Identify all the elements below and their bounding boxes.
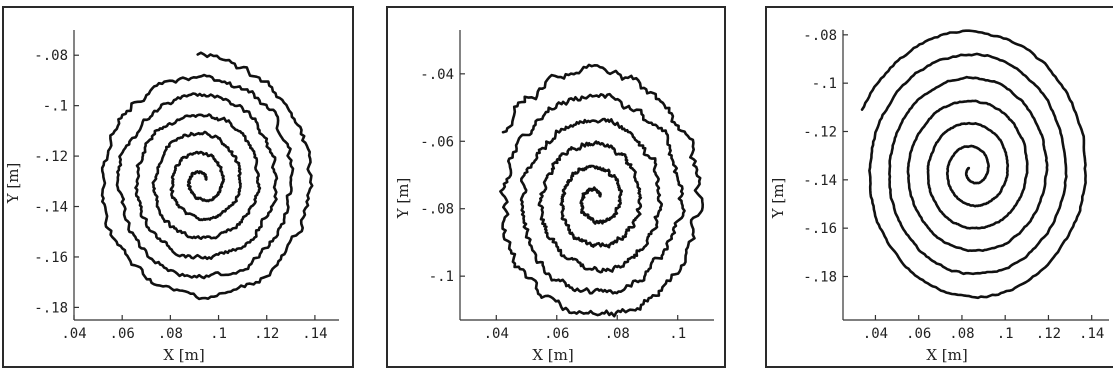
x-tick-label: .12 [1036,326,1061,342]
x-tick-label: .1 [210,326,227,342]
trajectory-line [499,63,705,318]
y-tick-label: -.14 [803,173,837,189]
x-axis-title: X [m] [163,346,204,364]
x-tick-label: .06 [906,326,931,342]
spiral-plot-2: .04 .06 .08 .1 -.04 -.06 -.08 -.1 X [m] Y [m] [386,6,726,368]
trajectory-line [860,29,1087,300]
x-tick-label: .06 [544,326,569,342]
x-tick-label: .06 [110,326,135,342]
y-tick-label: -.06 [420,134,454,150]
x-tick-label: .08 [949,326,974,342]
y-tick-label: -.08 [34,48,68,64]
plot-canvas-2: .04 .06 .08 .1 -.04 -.06 -.08 -.1 X [m] Y [m] [394,30,714,364]
y-axis-title: Y [m] [4,163,22,205]
y-tick-label: -.18 [34,300,68,316]
x-tick-label: .14 [1079,326,1104,342]
y-tick-label: -.04 [420,67,454,83]
y-tick-label: -.14 [34,200,68,216]
spiral-plot-3: .04 .06 .08 .1 .12 .14 -.08 -.1 -.12 -.14 -.16 -.18… [765,6,1113,368]
y-tick-label: -.08 [803,28,837,44]
plot-canvas-1: .04 .06 .08 .1 .12 .14 -.08 -.1 -.12 -.14 -.16 -.18… [4,30,339,364]
x-tick-label: .14 [302,326,327,342]
y-tick-label: -.1 [812,76,837,92]
y-tick-label: -.16 [803,221,837,237]
y-tick-label: -.1 [429,269,454,285]
trajectory-line [100,51,314,301]
x-tick-label: .04 [61,326,86,342]
x-tick-label: .1 [669,326,686,342]
y-axis-title: Y [m] [394,178,412,220]
plot-canvas-3: .04 .06 .08 .1 .12 .14 -.08 -.1 -.12 -.14 -.16 -.18… [769,28,1109,364]
spiral-plot-1: .04 .06 .08 .1 .12 .14 -.08 -.1 -.12 -.14 -.16 -.18… [2,6,354,368]
y-tick-label: -.18 [803,270,837,286]
x-tick-label: .08 [605,326,630,342]
y-tick-label: -.12 [803,125,837,141]
x-tick-label: .04 [863,326,888,342]
x-tick-label: .12 [254,326,279,342]
x-axis-title: X [m] [926,346,967,364]
x-axis-title: X [m] [532,346,573,364]
x-tick-label: .08 [158,326,183,342]
y-tick-label: -.12 [34,149,68,165]
y-tick-label: -.1 [43,99,68,115]
y-tick-label: -.08 [420,202,454,218]
x-tick-label: .04 [484,326,509,342]
x-tick-label: .1 [997,326,1014,342]
y-axis-title: Y [m] [769,178,787,220]
y-tick-label: -.16 [34,250,68,266]
